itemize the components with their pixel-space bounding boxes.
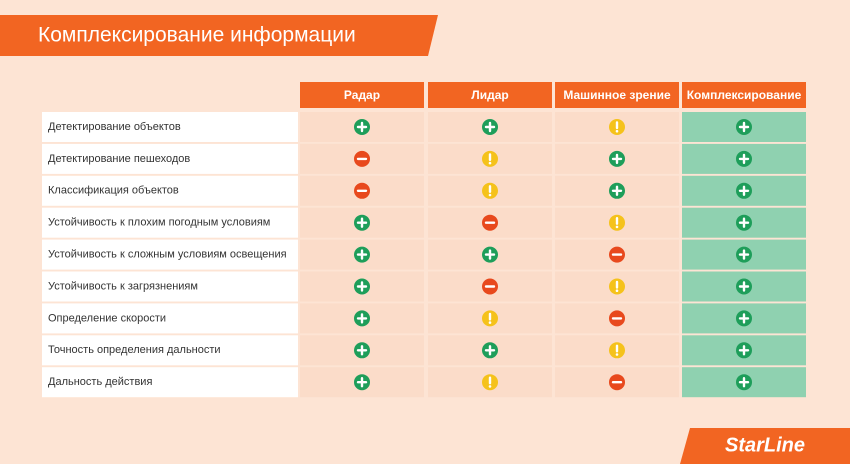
row-label: Устойчивость к загрязнениям — [48, 280, 198, 292]
table: Радар Лидар Машинное зрение Комплексировани… — [42, 82, 806, 398]
icon-minus — [609, 246, 625, 263]
icon-plus — [736, 119, 752, 135]
icon-plus — [736, 278, 752, 295]
header-text: Комплексирование — [687, 88, 802, 102]
header-text: Лидар — [471, 88, 508, 102]
row-label: Точность определения дальности — [48, 344, 221, 356]
icon-plus — [354, 214, 370, 231]
icon-dot — [488, 385, 492, 388]
icon-warn — [482, 310, 498, 327]
row-label-cell — [42, 175, 298, 206]
icon-plus — [354, 374, 370, 391]
header-cell — [682, 82, 806, 108]
icon-plus — [354, 246, 370, 263]
header-text: Радар — [344, 88, 380, 102]
icon-warn — [609, 119, 625, 135]
row-label: Детектирование пешеходов — [48, 153, 190, 165]
row-label-cell — [42, 143, 298, 174]
icon-warn — [609, 278, 625, 295]
icon-dot — [488, 321, 492, 324]
row-label: Устойчивость к сложным условиям освещени… — [48, 249, 287, 261]
brand: StarLine — [725, 434, 805, 456]
row-label-cell — [42, 367, 298, 398]
row-label-cell — [42, 271, 298, 302]
icon-minus — [354, 150, 370, 167]
brand-banner — [680, 428, 850, 464]
icon-plus — [482, 246, 498, 263]
icon-minus — [482, 214, 498, 231]
row-label-cell — [42, 303, 298, 334]
icon-minus — [354, 182, 370, 199]
icon-plus — [736, 150, 752, 167]
icon-warn — [609, 214, 625, 231]
row-label: Дальность действия — [48, 376, 152, 388]
icon-dot — [615, 225, 619, 229]
row-label-cell — [42, 112, 298, 142]
icon-warn — [482, 374, 498, 391]
icon-dot — [615, 353, 619, 356]
title: Комплексирование информации — [38, 24, 356, 47]
icon-plus — [354, 119, 370, 135]
row-label: Детектирование объектов — [48, 121, 181, 133]
icon-minus — [609, 374, 625, 391]
icon-dot — [615, 129, 619, 133]
row-label-cell — [42, 239, 298, 270]
icon-plus — [354, 310, 370, 327]
icon-plus — [482, 342, 498, 359]
icon-minus — [482, 278, 498, 295]
icon-plus — [354, 342, 370, 359]
icon-plus — [736, 374, 752, 391]
icon-plus — [736, 310, 752, 327]
header-cell — [428, 82, 552, 108]
icon-plus — [609, 150, 625, 167]
icon-plus — [609, 182, 625, 199]
title-banner — [0, 15, 438, 56]
icon-dot — [488, 193, 492, 197]
icon-plus — [736, 182, 752, 199]
icon-warn — [482, 182, 498, 199]
icon-plus — [482, 119, 498, 135]
row-label: Определение скорости — [48, 312, 166, 324]
icon-minus — [609, 310, 625, 327]
icon-warn — [609, 342, 625, 359]
row-label-cell — [42, 335, 298, 366]
icon-dot — [615, 289, 619, 293]
row-label: Устойчивость к плохим погодным условиям — [48, 217, 270, 229]
icon-plus — [736, 342, 752, 359]
icon-dot — [488, 161, 492, 165]
icon-plus — [736, 214, 752, 231]
header-cell — [300, 82, 424, 108]
row-label: Классификация объектов — [48, 185, 179, 197]
header-cell — [555, 82, 679, 108]
row-label-cell — [42, 207, 298, 238]
icon-plus — [354, 278, 370, 295]
icon-warn — [482, 150, 498, 167]
icon-plus — [736, 246, 752, 263]
header-text: Машинное зрение — [563, 88, 671, 102]
